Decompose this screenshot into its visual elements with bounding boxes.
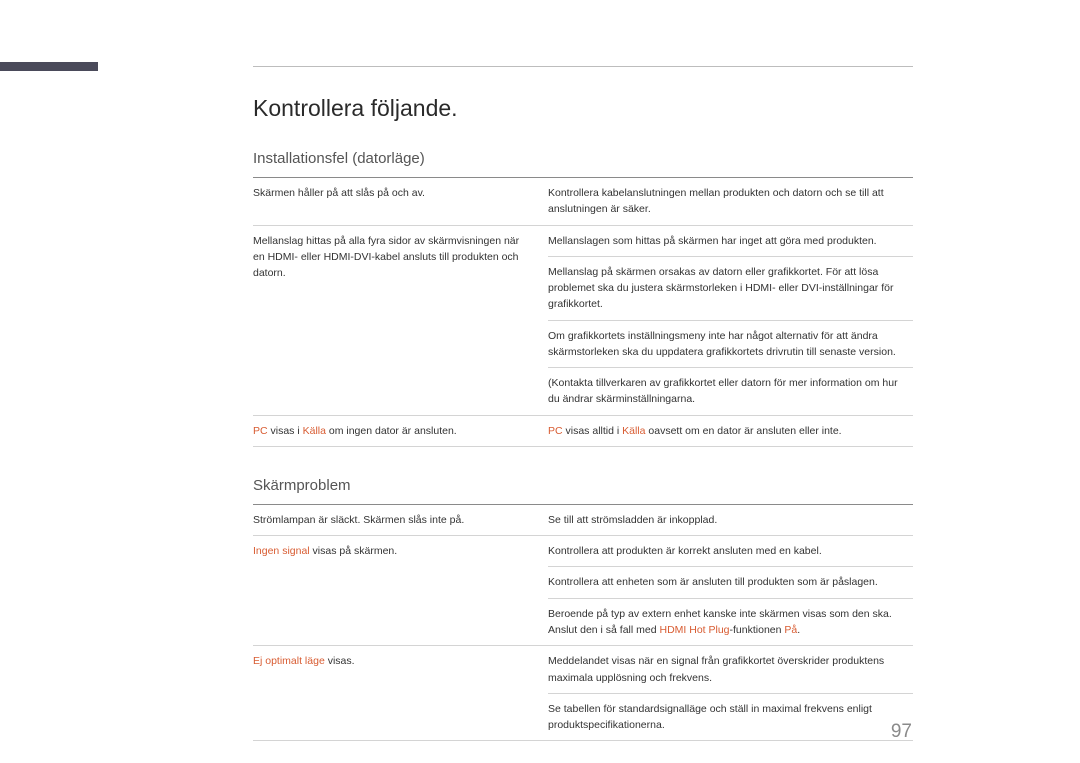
install-solution-cell: Mellanslag på skärmen orsakas av datorn … [548, 256, 913, 320]
highlighted-term: Ej optimalt läge [253, 655, 325, 667]
text-run: visas i [268, 425, 303, 437]
install-row: Mellanslag hittas på alla fyra sidor av … [253, 225, 913, 256]
section-heading-install: Installationsfel (datorläge) [253, 150, 913, 167]
page-number: 97 [891, 721, 912, 743]
screen-row: Ej optimalt läge visas. Meddelandet visas… [253, 646, 913, 694]
text-run: Skärmen håller på att slås på och av. [253, 187, 425, 199]
page-title: Kontrollera följande. [253, 95, 913, 122]
text-run: Se till att strömsladden är inkopplad. [548, 514, 717, 526]
install-row: PC visas i Källa om ingen dator är anslu… [253, 415, 913, 446]
install-problem-cell: Skärmen håller på att slås på och av. [253, 178, 548, 226]
highlighted-term: På [784, 624, 797, 636]
highlighted-term: Källa [622, 425, 645, 437]
screen-solution-cell: Kontrollera att enheten som är ansluten … [548, 567, 913, 598]
text-run: Se tabellen för standardsignalläge och s… [548, 703, 872, 731]
install-solution-cell: (Kontakta tillverkaren av grafikkortet e… [548, 368, 913, 416]
page-content: Kontrollera följande. Installationsfel (… [253, 95, 913, 741]
text-run: visas alltid i [563, 425, 623, 437]
text-run: om ingen dator är ansluten. [326, 425, 457, 437]
screen-problem-cell: Ej optimalt läge visas. [253, 646, 548, 741]
screen-problem-cell: Strömlampan är släckt. Skärmen slås inte… [253, 504, 548, 535]
table-screen: Strömlampan är släckt. Skärmen slås inte… [253, 504, 913, 741]
install-solution-cell: Kontrollera kabelanslutningen mellan pro… [548, 178, 913, 226]
screen-solution-cell: Meddelandet visas när en signal från gra… [548, 646, 913, 694]
text-run: Mellanslag på skärmen orsakas av datorn … [548, 266, 893, 311]
section-heading-screen: Skärmproblem [253, 477, 913, 494]
text-run: . [797, 624, 800, 636]
screen-solution-cell: Se tabellen för standardsignalläge och s… [548, 693, 913, 741]
text-run: (Kontakta tillverkaren av grafikkortet e… [548, 377, 898, 405]
screen-solution-cell: Beroende på typ av extern enhet kanske i… [548, 598, 913, 646]
screen-problem-cell: Ingen signal visas på skärmen. [253, 536, 548, 646]
text-run: Kontrollera att enheten som är ansluten … [548, 576, 878, 588]
text-run: -funktionen [730, 624, 785, 636]
screen-solution-cell: Se till att strömsladden är inkopplad. [548, 504, 913, 535]
screen-row: Ingen signal visas på skärmen. Kontroller… [253, 536, 913, 567]
install-solution-cell: PC visas alltid i Källa oavsett om en da… [548, 415, 913, 446]
highlighted-term: Källa [303, 425, 326, 437]
text-run: visas. [325, 655, 355, 667]
highlighted-term: Ingen signal [253, 545, 310, 557]
text-run: Om grafikkortets inställningsmeny inte h… [548, 330, 896, 358]
install-row: Skärmen håller på att slås på och av. Kon… [253, 178, 913, 226]
screen-row: Strömlampan är släckt. Skärmen slås inte… [253, 504, 913, 535]
install-problem-cell: Mellanslag hittas på alla fyra sidor av … [253, 225, 548, 415]
text-run: Mellanslag hittas på alla fyra sidor av … [253, 235, 519, 280]
install-solution-cell: Mellanslagen som hittas på skärmen har i… [548, 225, 913, 256]
text-run: Kontrollera att produkten är korrekt ans… [548, 545, 822, 557]
install-solution-cell: Om grafikkortets inställningsmeny inte h… [548, 320, 913, 368]
text-run: Strömlampan är släckt. Skärmen slås inte… [253, 514, 464, 526]
install-problem-cell: PC visas i Källa om ingen dator är anslu… [253, 415, 548, 446]
table-install: Skärmen håller på att slås på och av. Kon… [253, 177, 913, 447]
text-run: oavsett om en dator är ansluten eller in… [645, 425, 841, 437]
chapter-tab-marker [0, 62, 98, 71]
text-run: Meddelandet visas när en signal från gra… [548, 655, 884, 683]
text-run: Mellanslagen som hittas på skärmen har i… [548, 235, 877, 247]
screen-solution-cell: Kontrollera att produkten är korrekt ans… [548, 536, 913, 567]
text-run: visas på skärmen. [310, 545, 398, 557]
highlighted-term: HDMI Hot Plug [659, 624, 729, 636]
highlighted-term: PC [548, 425, 563, 437]
top-rule [253, 66, 913, 67]
highlighted-term: PC [253, 425, 268, 437]
text-run: Kontrollera kabelanslutningen mellan pro… [548, 187, 884, 215]
